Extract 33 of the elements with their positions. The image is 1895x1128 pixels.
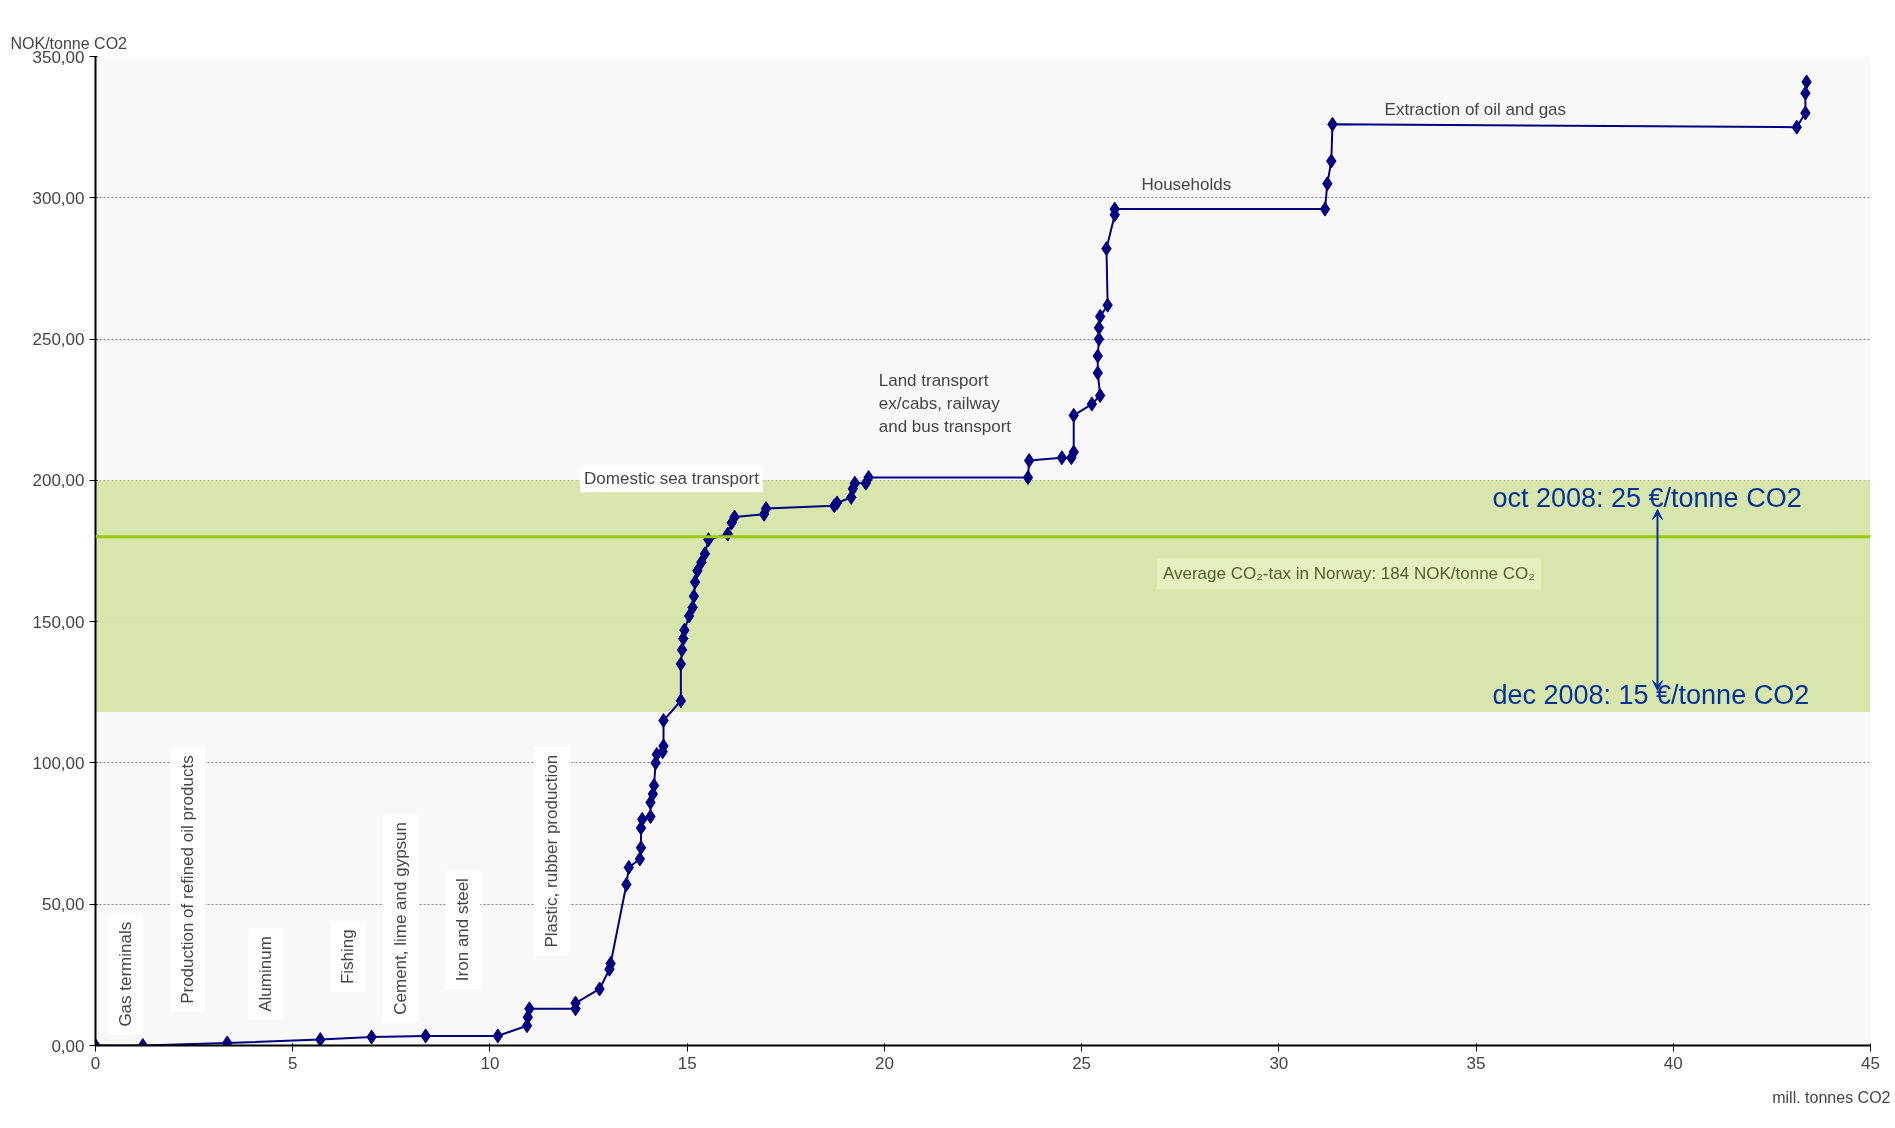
- x-tick-label: 15: [677, 1053, 697, 1073]
- annotation: Extraction of oil and gas: [1384, 100, 1567, 120]
- x-tick-label: 20: [874, 1053, 894, 1073]
- annotation: Cement, lime and gypsun: [391, 821, 411, 1015]
- annotation: Fishing: [338, 929, 358, 985]
- y-tick-label: 150,00: [32, 612, 85, 632]
- x-tick-label: 10: [480, 1053, 500, 1073]
- annotation: Iron and steel: [453, 878, 473, 982]
- x-tick-label: 45: [1861, 1053, 1880, 1073]
- y-tick-label: 250,00: [32, 330, 85, 350]
- annotation: Land transport ex/cabs, railway and bus transport: [878, 371, 1012, 436]
- y-tick-label: 300,00: [32, 188, 85, 208]
- annotation: Aluminum: [256, 936, 276, 1012]
- y-tick-label: 0,00: [51, 1036, 85, 1056]
- x-tick-label: 0: [90, 1053, 101, 1073]
- x-tick-label: 5: [287, 1053, 298, 1073]
- y-axis-title: NOK/tonne CO2: [10, 34, 128, 52]
- annotation: Plastic, rubber production: [542, 754, 562, 948]
- x-axis-title: mill. tonnes CO2: [1772, 1088, 1891, 1106]
- x-tick-label: 25: [1072, 1053, 1092, 1073]
- x-tick-label: 35: [1466, 1053, 1486, 1073]
- annotation: Production of refined oil products: [178, 755, 198, 1004]
- annotation: Households: [1141, 174, 1232, 194]
- annotation: Gas terminals: [116, 921, 136, 1027]
- annotation: Average CO₂-tax in Norway: 184 NOK/tonne CO₂: [1162, 564, 1535, 584]
- x-tick-label: 30: [1269, 1053, 1289, 1073]
- annotation: dec 2008: 15 €/tonne CO2: [1492, 680, 1810, 711]
- y-tick-label: 200,00: [32, 471, 85, 491]
- x-tick-label: 40: [1663, 1053, 1683, 1073]
- y-tick-label: 100,00: [32, 753, 85, 773]
- annotation: oct 2008: 25 €/tonne CO2: [1492, 482, 1802, 513]
- y-tick-label: 50,00: [41, 895, 85, 915]
- annotation: Domestic sea transport: [584, 469, 760, 489]
